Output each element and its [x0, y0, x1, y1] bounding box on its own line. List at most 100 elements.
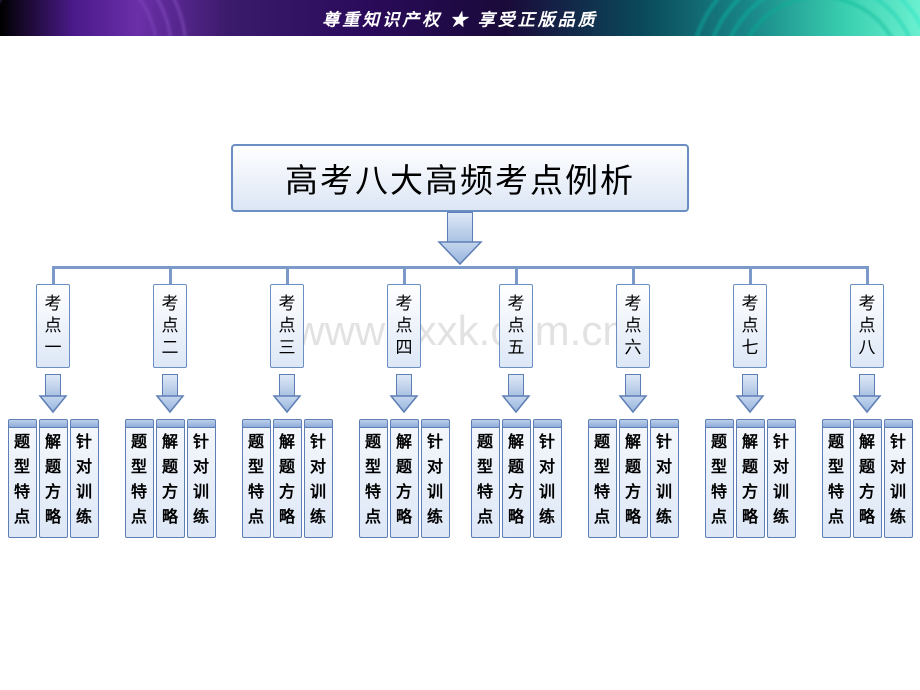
exam-point-label-char: 五: [508, 337, 525, 359]
sub-column-label-char: 练: [310, 508, 326, 527]
sub-column-label-char: 解: [396, 433, 412, 452]
sub-column-label-char: 题: [45, 458, 61, 477]
sub-column-label-char: 特: [828, 483, 844, 502]
sub-column[interactable]: 解题方略: [502, 422, 531, 538]
exam-point-label-char: 点: [45, 315, 62, 337]
sub-column-label-char: 方: [279, 483, 295, 502]
sub-column-label-char: 略: [625, 508, 641, 527]
sub-column-label-char: 题: [14, 433, 30, 452]
exam-point-box[interactable]: 考点一: [36, 284, 70, 368]
sub-column[interactable]: 针对训练: [884, 422, 913, 538]
exam-point-box[interactable]: 考点三: [270, 284, 304, 368]
exam-point-label-char: 点: [625, 315, 642, 337]
sub-column[interactable]: 针对训练: [533, 422, 562, 538]
sub-column[interactable]: 针对训练: [421, 422, 450, 538]
sub-column-label-char: 解: [162, 433, 178, 452]
v-connector: [866, 266, 869, 284]
h-connector-line: [53, 266, 867, 269]
sub-column-label-char: 练: [890, 508, 906, 527]
exam-point-box[interactable]: 考点六: [616, 284, 650, 368]
sub-column[interactable]: 题型特点: [359, 422, 388, 538]
exam-point-label-char: 考: [742, 293, 759, 315]
sub-column-label-char: 针: [890, 433, 906, 452]
sub-column-label-char: 略: [45, 508, 61, 527]
main-arrow-icon: [437, 212, 483, 266]
exam-point-label-char: 二: [162, 337, 179, 359]
sub-column-label-char: 针: [539, 433, 555, 452]
sub-column-label-char: 解: [45, 433, 61, 452]
sub-column[interactable]: 针对训练: [767, 422, 796, 538]
sub-column[interactable]: 解题方略: [390, 422, 419, 538]
sub-column[interactable]: 题型特点: [8, 422, 37, 538]
sub-column[interactable]: 题型特点: [125, 422, 154, 538]
sub-column[interactable]: 针对训练: [650, 422, 679, 538]
sub-column-label-char: 特: [14, 483, 30, 502]
sub-column[interactable]: 解题方略: [39, 422, 68, 538]
sub-column[interactable]: 题型特点: [588, 422, 617, 538]
sub-column-label-char: 点: [477, 508, 493, 527]
sub-column-label-char: 型: [248, 458, 264, 477]
sub-column-label-char: 针: [310, 433, 326, 452]
exam-point-label-char: 八: [859, 337, 876, 359]
sub-column[interactable]: 针对训练: [187, 422, 216, 538]
exam-point-label-char: 考: [508, 293, 525, 315]
sub-column-label-char: 略: [162, 508, 178, 527]
sub-arrow-icon: [501, 374, 531, 416]
sub-column-label-char: 特: [131, 483, 147, 502]
sub-column[interactable]: 解题方略: [736, 422, 765, 538]
sub-column[interactable]: 解题方略: [273, 422, 302, 538]
exam-point-label-char: 点: [742, 315, 759, 337]
exam-point-box[interactable]: 考点四: [387, 284, 421, 368]
sub-column[interactable]: 针对训练: [304, 422, 333, 538]
sub-column-group: 题型特点解题方略针对训练: [471, 422, 562, 538]
sub-column-label-char: 练: [76, 508, 92, 527]
sub-column-label-char: 特: [711, 483, 727, 502]
sub-column-group: 题型特点解题方略针对训练: [359, 422, 450, 538]
sub-column[interactable]: 解题方略: [853, 422, 882, 538]
sub-column-label-char: 练: [193, 508, 209, 527]
sub-column[interactable]: 题型特点: [705, 422, 734, 538]
sub-column[interactable]: 题型特点: [471, 422, 500, 538]
sub-column-label-char: 点: [365, 508, 381, 527]
sub-column-label-char: 略: [508, 508, 524, 527]
sub-column[interactable]: 题型特点: [822, 422, 851, 538]
sub-column[interactable]: 解题方略: [156, 422, 185, 538]
sub-column-label-char: 点: [594, 508, 610, 527]
sub-column-label-char: 题: [508, 458, 524, 477]
sub-column-label-char: 型: [711, 458, 727, 477]
v-connector: [632, 266, 635, 284]
sub-column-label-char: 点: [711, 508, 727, 527]
sub-column[interactable]: 针对训练: [70, 422, 99, 538]
top-banner: 尊重知识产权 ★ 享受正版品质: [0, 0, 920, 36]
exam-point-box[interactable]: 考点七: [733, 284, 767, 368]
exam-point-label-char: 点: [279, 315, 296, 337]
sub-column-label-char: 对: [773, 458, 789, 477]
sub-column-label-char: 题: [396, 458, 412, 477]
exam-point-box[interactable]: 考点八: [850, 284, 884, 368]
sub-column-label-char: 方: [162, 483, 178, 502]
sub-column-label-char: 对: [76, 458, 92, 477]
sub-column-label-char: 训: [310, 483, 326, 502]
sub-column-label-char: 练: [427, 508, 443, 527]
sub-column-label-char: 特: [248, 483, 264, 502]
sub-column[interactable]: 题型特点: [242, 422, 271, 538]
sub-column-label-char: 针: [773, 433, 789, 452]
sub-column-label-char: 点: [14, 508, 30, 527]
sub-column-group: 题型特点解题方略针对训练: [588, 422, 679, 538]
sub-arrow-icon: [618, 374, 648, 416]
sub-column-label-char: 训: [773, 483, 789, 502]
v-connector: [286, 266, 289, 284]
sub-column[interactable]: 解题方略: [619, 422, 648, 538]
sub-column-label-char: 解: [508, 433, 524, 452]
exam-point-box[interactable]: 考点二: [153, 284, 187, 368]
title-text: 高考八大高频考点例析: [285, 154, 635, 202]
exam-point-box[interactable]: 考点五: [499, 284, 533, 368]
sub-column-label-char: 训: [427, 483, 443, 502]
sub-column-label-char: 题: [742, 458, 758, 477]
sub-column-label-char: 训: [76, 483, 92, 502]
sub-column-label-char: 解: [625, 433, 641, 452]
sub-column-label-char: 方: [859, 483, 875, 502]
v-connector: [749, 266, 752, 284]
sub-column-label-char: 针: [193, 433, 209, 452]
sub-column-label-char: 特: [594, 483, 610, 502]
